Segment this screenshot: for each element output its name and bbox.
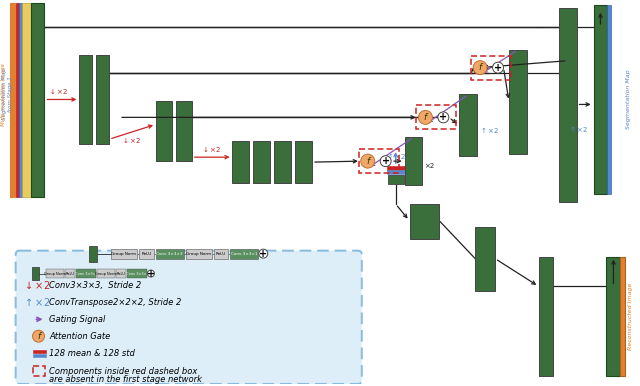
Text: +: + <box>494 63 502 73</box>
Circle shape <box>493 62 504 73</box>
Text: Group Norm: Group Norm <box>45 271 67 276</box>
Text: $\uparrow$×2: $\uparrow$×2 <box>568 124 589 134</box>
Bar <box>19 3 22 197</box>
Text: $\downarrow$×2: $\downarrow$×2 <box>121 136 141 145</box>
Bar <box>139 249 154 259</box>
Text: f: f <box>366 157 369 166</box>
Text: +: + <box>147 269 155 279</box>
Bar <box>230 249 259 259</box>
Text: $\downarrow$×2: $\downarrow$×2 <box>200 145 221 154</box>
Bar <box>471 56 511 80</box>
Text: ReLU: ReLU <box>116 271 125 276</box>
Text: Gating Signal: Gating Signal <box>49 315 106 324</box>
Bar <box>387 166 404 170</box>
Bar <box>607 257 620 376</box>
Text: Conv 3×3×1: Conv 3×3×1 <box>125 271 148 276</box>
Text: Multi-modalities Image: Multi-modalities Image <box>1 63 6 126</box>
Bar <box>232 141 250 183</box>
Text: f: f <box>37 332 40 341</box>
Bar <box>76 269 96 278</box>
Bar <box>89 245 97 262</box>
Text: ReLU: ReLU <box>66 271 75 276</box>
Bar <box>96 55 109 144</box>
Bar <box>253 141 270 183</box>
Bar <box>607 5 611 194</box>
Text: ReLU: ReLU <box>216 252 226 256</box>
Text: $\uparrow$×2: $\uparrow$×2 <box>23 296 50 308</box>
Bar <box>417 105 456 129</box>
Text: +: + <box>381 156 390 166</box>
Circle shape <box>33 330 45 342</box>
Circle shape <box>438 112 449 123</box>
Bar <box>33 366 45 376</box>
Circle shape <box>259 249 268 258</box>
Text: Conv 3×3×1: Conv 3×3×1 <box>231 252 258 256</box>
Text: $\uparrow$×2: $\uparrow$×2 <box>479 125 499 135</box>
Text: Segmentation Map
from Stage 1: Segmentation Map from Stage 1 <box>3 68 13 120</box>
Text: $\downarrow$×2: $\downarrow$×2 <box>49 87 68 96</box>
Circle shape <box>473 61 487 74</box>
Text: f: f <box>424 113 427 122</box>
Text: $\downarrow$×2: $\downarrow$×2 <box>23 280 50 291</box>
Text: Conv 3×3×3: Conv 3×3×3 <box>75 271 98 276</box>
Text: Attention Gate: Attention Gate <box>49 332 111 341</box>
Text: Segmentation Map: Segmentation Map <box>626 69 631 129</box>
Circle shape <box>361 154 374 168</box>
Circle shape <box>419 110 433 124</box>
Text: 128 mean & 128 std: 128 mean & 128 std <box>49 349 135 357</box>
FancyBboxPatch shape <box>15 251 362 384</box>
Bar <box>22 3 31 197</box>
Circle shape <box>147 270 154 277</box>
Circle shape <box>380 156 391 167</box>
Bar <box>65 269 76 278</box>
Text: are absent in the first stage network: are absent in the first stage network <box>49 375 202 384</box>
Text: $\uparrow$×2: $\uparrow$×2 <box>385 151 406 161</box>
Bar <box>539 257 553 376</box>
Text: Group Norm: Group Norm <box>111 252 136 256</box>
Bar <box>359 149 399 173</box>
Bar <box>388 175 404 184</box>
Bar <box>620 257 625 376</box>
Bar <box>295 141 312 183</box>
Bar <box>176 102 192 161</box>
Text: Group Norm: Group Norm <box>95 271 117 276</box>
Bar <box>404 137 422 185</box>
Bar <box>593 5 607 194</box>
Bar <box>156 249 184 259</box>
Text: +: + <box>259 249 268 259</box>
Bar <box>10 3 15 197</box>
Bar <box>111 249 137 259</box>
Bar <box>214 249 228 259</box>
Bar <box>47 269 65 278</box>
Bar <box>186 249 212 259</box>
Bar <box>127 269 147 278</box>
Bar <box>559 8 577 202</box>
Text: Conv 3×3×3: Conv 3×3×3 <box>157 252 183 256</box>
Bar <box>31 267 38 281</box>
Bar <box>460 95 477 156</box>
Text: ×2: ×2 <box>424 163 435 169</box>
Bar <box>15 3 19 197</box>
Text: Reconstructed Image: Reconstructed Image <box>628 283 633 350</box>
Bar <box>116 269 126 278</box>
Bar <box>275 141 291 183</box>
Bar <box>31 3 45 197</box>
Bar <box>410 204 439 239</box>
Text: ReLU: ReLU <box>141 252 152 256</box>
Bar <box>509 50 527 154</box>
Text: +: + <box>439 112 447 122</box>
Text: Conv3×3×3,  Stride 2: Conv3×3×3, Stride 2 <box>49 281 141 290</box>
Text: ConvTranspose2×2×2, Stride 2: ConvTranspose2×2×2, Stride 2 <box>49 298 182 307</box>
Text: Group Norm: Group Norm <box>186 252 211 256</box>
Text: Components inside red dashed box: Components inside red dashed box <box>49 367 198 376</box>
Bar <box>387 170 404 174</box>
Bar <box>97 269 115 278</box>
Bar <box>156 102 172 161</box>
Bar <box>33 354 47 357</box>
Text: f: f <box>479 63 482 72</box>
Bar <box>475 227 495 291</box>
Bar <box>79 55 92 144</box>
Bar <box>33 350 47 353</box>
